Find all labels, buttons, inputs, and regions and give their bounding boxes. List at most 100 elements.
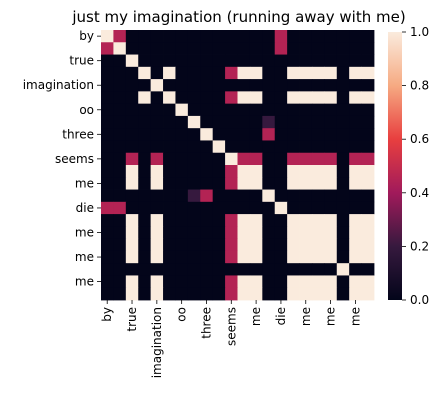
- y-tick-label: three: [62, 127, 94, 141]
- heatmap-cell: [299, 91, 313, 105]
- heatmap-cell: [287, 66, 300, 80]
- heatmap-cell: [212, 66, 226, 80]
- heatmap-cell: [125, 152, 139, 166]
- heatmap-cell: [101, 250, 114, 264]
- heatmap-cell: [113, 30, 127, 43]
- colorbar-tick-label: 0.4: [410, 186, 429, 200]
- heatmap-cell: [299, 42, 313, 55]
- heatmap-cell: [349, 91, 362, 105]
- heatmap-cell: [262, 177, 276, 190]
- heatmap-cell: [187, 140, 201, 154]
- heatmap-cell: [249, 140, 263, 154]
- heatmap-cell: [299, 226, 313, 240]
- heatmap-cell: [249, 189, 263, 203]
- heatmap-cell: [163, 214, 176, 227]
- heatmap-cell: [113, 263, 127, 276]
- heatmap-cell: [262, 54, 276, 68]
- heatmap-cell: [150, 275, 164, 289]
- heatmap-cell: [101, 226, 114, 240]
- heatmap-cell: [163, 177, 176, 190]
- heatmap-cell: [274, 189, 288, 203]
- heatmap-cell: [274, 91, 288, 105]
- heatmap-cell: [262, 201, 276, 215]
- heatmap-cell: [336, 201, 350, 215]
- heatmap-cell: [150, 263, 164, 276]
- heatmap-cell: [349, 250, 362, 264]
- colorbar-tick-label: 0.2: [410, 239, 429, 253]
- heatmap-cell: [200, 79, 214, 92]
- heatmap-cell: [175, 42, 189, 55]
- heatmap-cell: [262, 42, 276, 55]
- heatmap-cell: [237, 238, 251, 252]
- heatmap-cell: [336, 140, 350, 154]
- heatmap-cell: [225, 128, 238, 141]
- heatmap-cell: [125, 287, 139, 301]
- heatmap-cell: [336, 189, 350, 203]
- heatmap-cell: [163, 275, 176, 289]
- x-tick-label: true: [125, 307, 139, 332]
- heatmap-cell: [336, 214, 350, 227]
- heatmap-cell: [287, 42, 300, 55]
- heatmap-cell: [212, 201, 226, 215]
- heatmap-cell: [163, 128, 176, 141]
- heatmap-cell: [262, 66, 276, 80]
- heatmap-cell: [361, 226, 375, 240]
- heatmap-cell: [299, 275, 313, 289]
- colorbar-ticks: 0.0 0.2 0.4 0.6 0.8 1.0: [402, 25, 429, 307]
- heatmap-cell: [101, 287, 114, 301]
- heatmap-cell: [163, 115, 176, 129]
- heatmap-cell: [101, 214, 114, 227]
- heatmap-cell: [237, 152, 251, 166]
- heatmap-cell: [249, 263, 263, 276]
- heatmap-cell: [249, 165, 263, 178]
- heatmap-cell: [138, 201, 152, 215]
- heatmap-cell: [212, 91, 226, 105]
- heatmap-cell: [163, 201, 176, 215]
- heatmap-cell: [125, 128, 139, 141]
- heatmap-cell: [299, 287, 313, 301]
- heatmap-cell: [175, 103, 189, 117]
- heatmap-cell: [212, 115, 226, 129]
- heatmap-cell: [225, 165, 238, 178]
- heatmap-cell: [225, 287, 238, 301]
- heatmap-cell: [249, 250, 263, 264]
- heatmap-cell: [138, 189, 152, 203]
- heatmap-cell: [101, 140, 114, 154]
- heatmap-cell: [324, 214, 338, 227]
- heatmap-cell: [125, 201, 139, 215]
- heatmap-cell: [150, 152, 164, 166]
- heatmap-cell: [237, 250, 251, 264]
- heatmap-cell: [113, 103, 127, 117]
- heatmap-cell: [225, 79, 238, 92]
- heatmap-cell: [349, 79, 362, 92]
- heatmap-cell: [249, 238, 263, 252]
- heatmap-cell: [274, 79, 288, 92]
- heatmap-cell: [349, 214, 362, 227]
- heatmap-cell: [163, 42, 176, 55]
- heatmap-cell: [361, 54, 375, 68]
- heatmap-cell: [249, 226, 263, 240]
- heatmap-cell: [101, 79, 114, 92]
- heatmap-cell: [249, 30, 263, 43]
- heatmap-cell: [274, 214, 288, 227]
- heatmap-cell: [187, 201, 201, 215]
- heatmap-cell: [311, 115, 325, 129]
- heatmap-cell: [299, 79, 313, 92]
- heatmap-cell: [311, 287, 325, 301]
- heatmap-cell: [187, 250, 201, 264]
- heatmap-cell: [324, 177, 338, 190]
- heatmap-cell: [361, 287, 375, 301]
- heatmap-cell: [175, 275, 189, 289]
- heatmap-cell: [175, 226, 189, 240]
- heatmap-cell: [150, 91, 164, 105]
- heatmap-cell: [200, 165, 214, 178]
- heatmap-cell: [299, 66, 313, 80]
- heatmap-cell: [299, 214, 313, 227]
- heatmap-cell: [262, 165, 276, 178]
- heatmap-cell: [349, 275, 362, 289]
- heatmap-cell: [212, 226, 226, 240]
- heatmap-cell: [163, 91, 176, 105]
- heatmap-cell: [311, 66, 325, 80]
- heatmap-cell: [101, 30, 114, 43]
- heatmap-cell: [274, 152, 288, 166]
